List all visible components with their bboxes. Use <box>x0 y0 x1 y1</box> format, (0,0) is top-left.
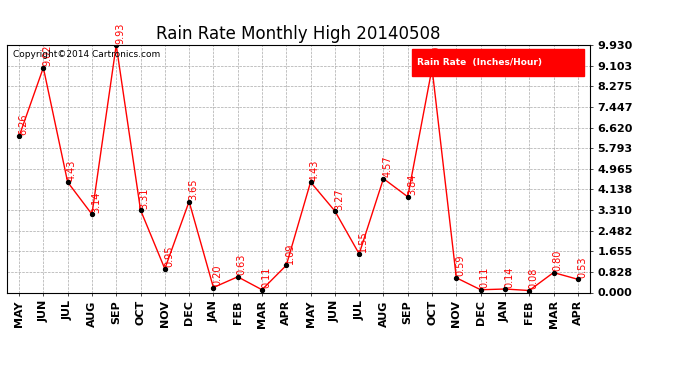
Point <box>524 288 535 294</box>
Point <box>159 266 170 272</box>
Text: 0.63: 0.63 <box>237 254 247 275</box>
Text: 4.43: 4.43 <box>67 159 77 181</box>
Text: 3.31: 3.31 <box>139 187 150 209</box>
Text: 6.26: 6.26 <box>18 114 28 135</box>
Text: 3.65: 3.65 <box>188 178 198 200</box>
Text: 1.55: 1.55 <box>358 231 368 252</box>
Text: 0.80: 0.80 <box>553 250 562 271</box>
Text: 0.53: 0.53 <box>577 256 587 278</box>
Text: 0.59: 0.59 <box>455 255 466 276</box>
Point <box>475 287 486 293</box>
Point <box>208 285 219 291</box>
Text: 9.00: 9.00 <box>431 45 441 67</box>
Point <box>62 179 73 185</box>
Point <box>500 286 511 292</box>
Text: 0.08: 0.08 <box>529 268 538 289</box>
Text: 3.27: 3.27 <box>334 188 344 210</box>
Text: 0.11: 0.11 <box>261 267 271 288</box>
Point <box>451 275 462 281</box>
Text: 9.93: 9.93 <box>115 22 126 44</box>
Point <box>86 211 97 217</box>
Text: 3.84: 3.84 <box>407 174 417 195</box>
Point <box>572 276 583 282</box>
Point <box>305 179 316 185</box>
Point <box>38 64 49 70</box>
Text: 0.20: 0.20 <box>213 265 223 286</box>
Point <box>281 262 292 268</box>
Point <box>257 287 268 293</box>
Text: 9.02: 9.02 <box>43 45 52 66</box>
Point <box>329 208 340 214</box>
Point <box>548 270 559 276</box>
Point <box>232 274 243 280</box>
FancyBboxPatch shape <box>412 49 584 76</box>
Text: 3.14: 3.14 <box>91 192 101 213</box>
Point <box>354 251 365 257</box>
Text: 0.11: 0.11 <box>480 267 490 288</box>
Point <box>14 134 25 140</box>
Text: 0.95: 0.95 <box>164 246 174 267</box>
Point <box>426 65 437 71</box>
Point <box>402 194 413 200</box>
Point <box>110 42 121 48</box>
Text: 4.43: 4.43 <box>310 159 319 181</box>
Title: Rain Rate Monthly High 20140508: Rain Rate Monthly High 20140508 <box>156 26 441 44</box>
Text: 4.57: 4.57 <box>383 156 393 177</box>
Text: 1.09: 1.09 <box>286 243 295 264</box>
Point <box>378 176 389 181</box>
Point <box>184 198 195 204</box>
Point <box>135 207 146 213</box>
Text: Copyright©2014 Cartronics.com: Copyright©2014 Cartronics.com <box>12 50 160 59</box>
Text: Rain Rate  (Inches/Hour): Rain Rate (Inches/Hour) <box>417 58 542 67</box>
Text: 0.14: 0.14 <box>504 266 514 288</box>
